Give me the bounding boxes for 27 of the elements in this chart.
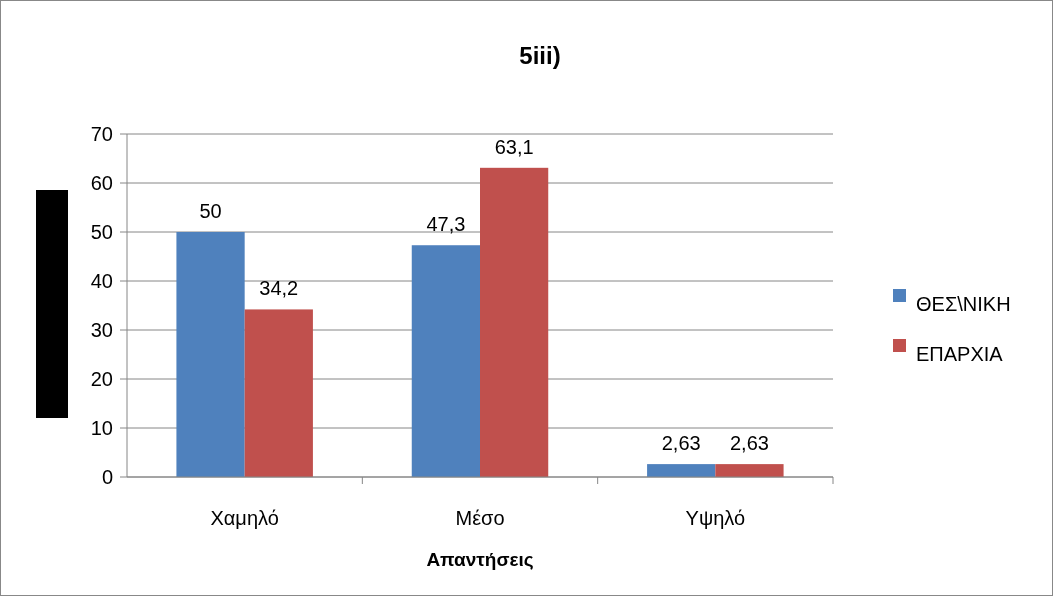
y-tick-label: 30 (90, 319, 113, 341)
bar (244, 309, 313, 477)
data-label: 2,63 (729, 432, 769, 455)
y-tick-label: 40 (90, 270, 113, 292)
data-label: 34,2 (259, 277, 299, 300)
x-axis-title: Απαντήσεις (426, 549, 534, 570)
bar (647, 464, 716, 477)
data-label: 50 (199, 200, 222, 222)
y-tick-label: 10 (90, 417, 113, 439)
data-label: 63,1 (494, 135, 534, 158)
bar (176, 232, 245, 477)
legend-label: ΘΕΣ\ΝΙΚΗ (916, 293, 1011, 315)
y-tick-label: 70 (90, 123, 113, 145)
chart-title: 5iii) (519, 42, 561, 69)
bar (715, 464, 784, 477)
y-tick-label: 0 (101, 466, 113, 488)
bar (480, 167, 549, 477)
data-label: 47,3 (426, 213, 466, 236)
x-tick-label: Χαμηλό (210, 507, 279, 529)
y-tick-label: 50 (90, 221, 113, 243)
bar (411, 245, 480, 477)
x-tick-label: Μέσο (455, 507, 505, 529)
legend-label: ΕΠΑΡΧΙΑ (916, 343, 1004, 365)
data-label: 2,63 (661, 432, 701, 455)
y-tick-label: 60 (90, 172, 113, 194)
x-tick-label: Υψηλό (685, 507, 746, 529)
y-tick-label: 20 (90, 368, 113, 390)
